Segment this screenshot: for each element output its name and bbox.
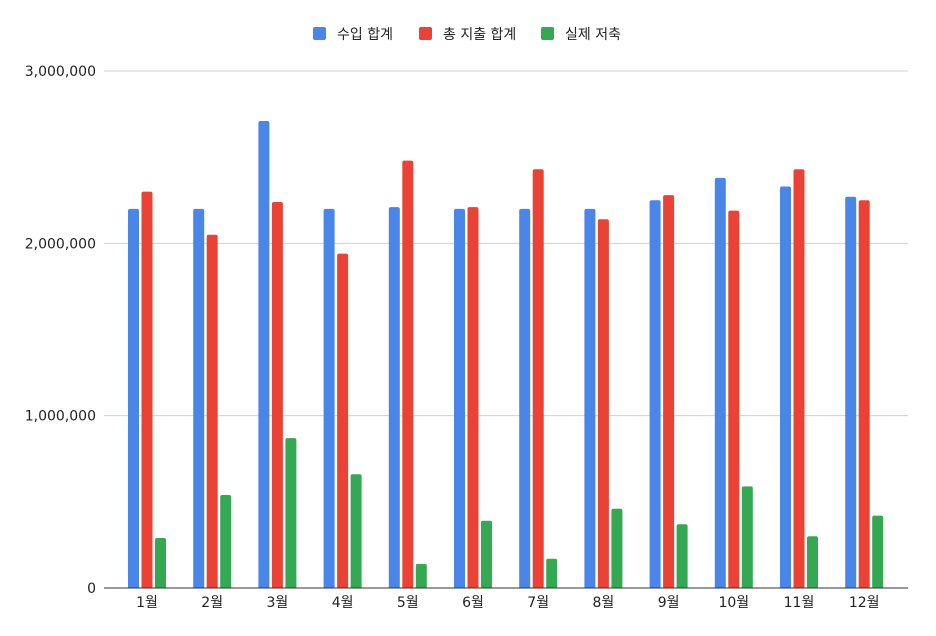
bar bbox=[584, 208, 596, 588]
bar bbox=[388, 207, 400, 589]
x-tick-label: 10월 bbox=[718, 595, 749, 611]
bar bbox=[337, 253, 349, 588]
bar bbox=[714, 177, 726, 588]
bar bbox=[415, 563, 427, 588]
bar bbox=[128, 208, 139, 588]
bar bbox=[663, 195, 675, 588]
bar bbox=[258, 120, 270, 588]
bar bbox=[872, 515, 884, 588]
x-tick-label: 5월 bbox=[397, 595, 419, 611]
bar bbox=[271, 201, 283, 588]
bar bbox=[285, 438, 297, 588]
bar bbox=[350, 474, 362, 588]
bar bbox=[481, 520, 492, 588]
y-tick-label: 1,000,000 bbox=[25, 409, 96, 425]
bar bbox=[676, 524, 688, 588]
bar bbox=[519, 208, 531, 588]
bar bbox=[741, 486, 753, 588]
bar bbox=[793, 169, 805, 589]
bar bbox=[220, 494, 232, 588]
bar bbox=[467, 207, 479, 589]
bar bbox=[728, 210, 740, 588]
y-tick-label: 2,000,000 bbox=[25, 236, 96, 252]
bar bbox=[858, 200, 870, 588]
bar bbox=[402, 160, 414, 588]
legend-swatch bbox=[419, 27, 432, 40]
x-tick-label: 6월 bbox=[462, 595, 484, 611]
bar bbox=[780, 186, 791, 589]
gridlines bbox=[104, 70, 908, 417]
bar bbox=[597, 219, 609, 588]
y-axis: 0 1,000,000 2,000,000 3,000,000 bbox=[25, 64, 96, 597]
x-tick-label: 11월 bbox=[784, 595, 815, 611]
legend-swatch bbox=[541, 27, 554, 40]
x-tick-label: 12월 bbox=[849, 595, 880, 611]
y-tick-label: 3,000,000 bbox=[25, 64, 96, 80]
x-tick-label: 8월 bbox=[593, 595, 615, 611]
bar bbox=[807, 536, 818, 588]
legend-item: 수입 합계 bbox=[313, 27, 393, 43]
bar bbox=[546, 558, 558, 588]
bar bbox=[141, 191, 153, 588]
x-tick-label: 9월 bbox=[658, 595, 680, 611]
bar bbox=[323, 208, 335, 588]
legend-swatch bbox=[313, 27, 326, 40]
x-tick-label: 7월 bbox=[527, 595, 549, 611]
x-tick-label: 4월 bbox=[332, 595, 354, 611]
legend-label: 수입 합계 bbox=[337, 27, 393, 43]
bar bbox=[193, 208, 205, 588]
bar bbox=[649, 200, 661, 588]
chart-legend: 수입 합계 총 지출 합계 실제 저축 bbox=[313, 27, 621, 43]
bar bbox=[206, 234, 218, 588]
x-tick-label: 2월 bbox=[201, 595, 223, 611]
legend-item: 실제 저축 bbox=[541, 27, 621, 43]
bar bbox=[611, 508, 623, 588]
x-tick-label: 1월 bbox=[136, 595, 158, 611]
legend-label: 총 지출 합계 bbox=[443, 27, 516, 43]
legend-item: 총 지출 합계 bbox=[419, 27, 516, 43]
bar bbox=[845, 196, 857, 588]
bar bbox=[454, 208, 465, 588]
bars-group bbox=[128, 120, 884, 589]
x-axis: 1월 2월 3월 4월 5월 6월 7월 8월 9월 10월 11월 12월 bbox=[104, 587, 908, 611]
bar bbox=[155, 538, 166, 588]
y-tick-label: 0 bbox=[87, 581, 96, 597]
x-tick-label: 3월 bbox=[267, 595, 289, 611]
bar bbox=[532, 169, 544, 589]
legend-label: 실제 저축 bbox=[565, 27, 621, 43]
